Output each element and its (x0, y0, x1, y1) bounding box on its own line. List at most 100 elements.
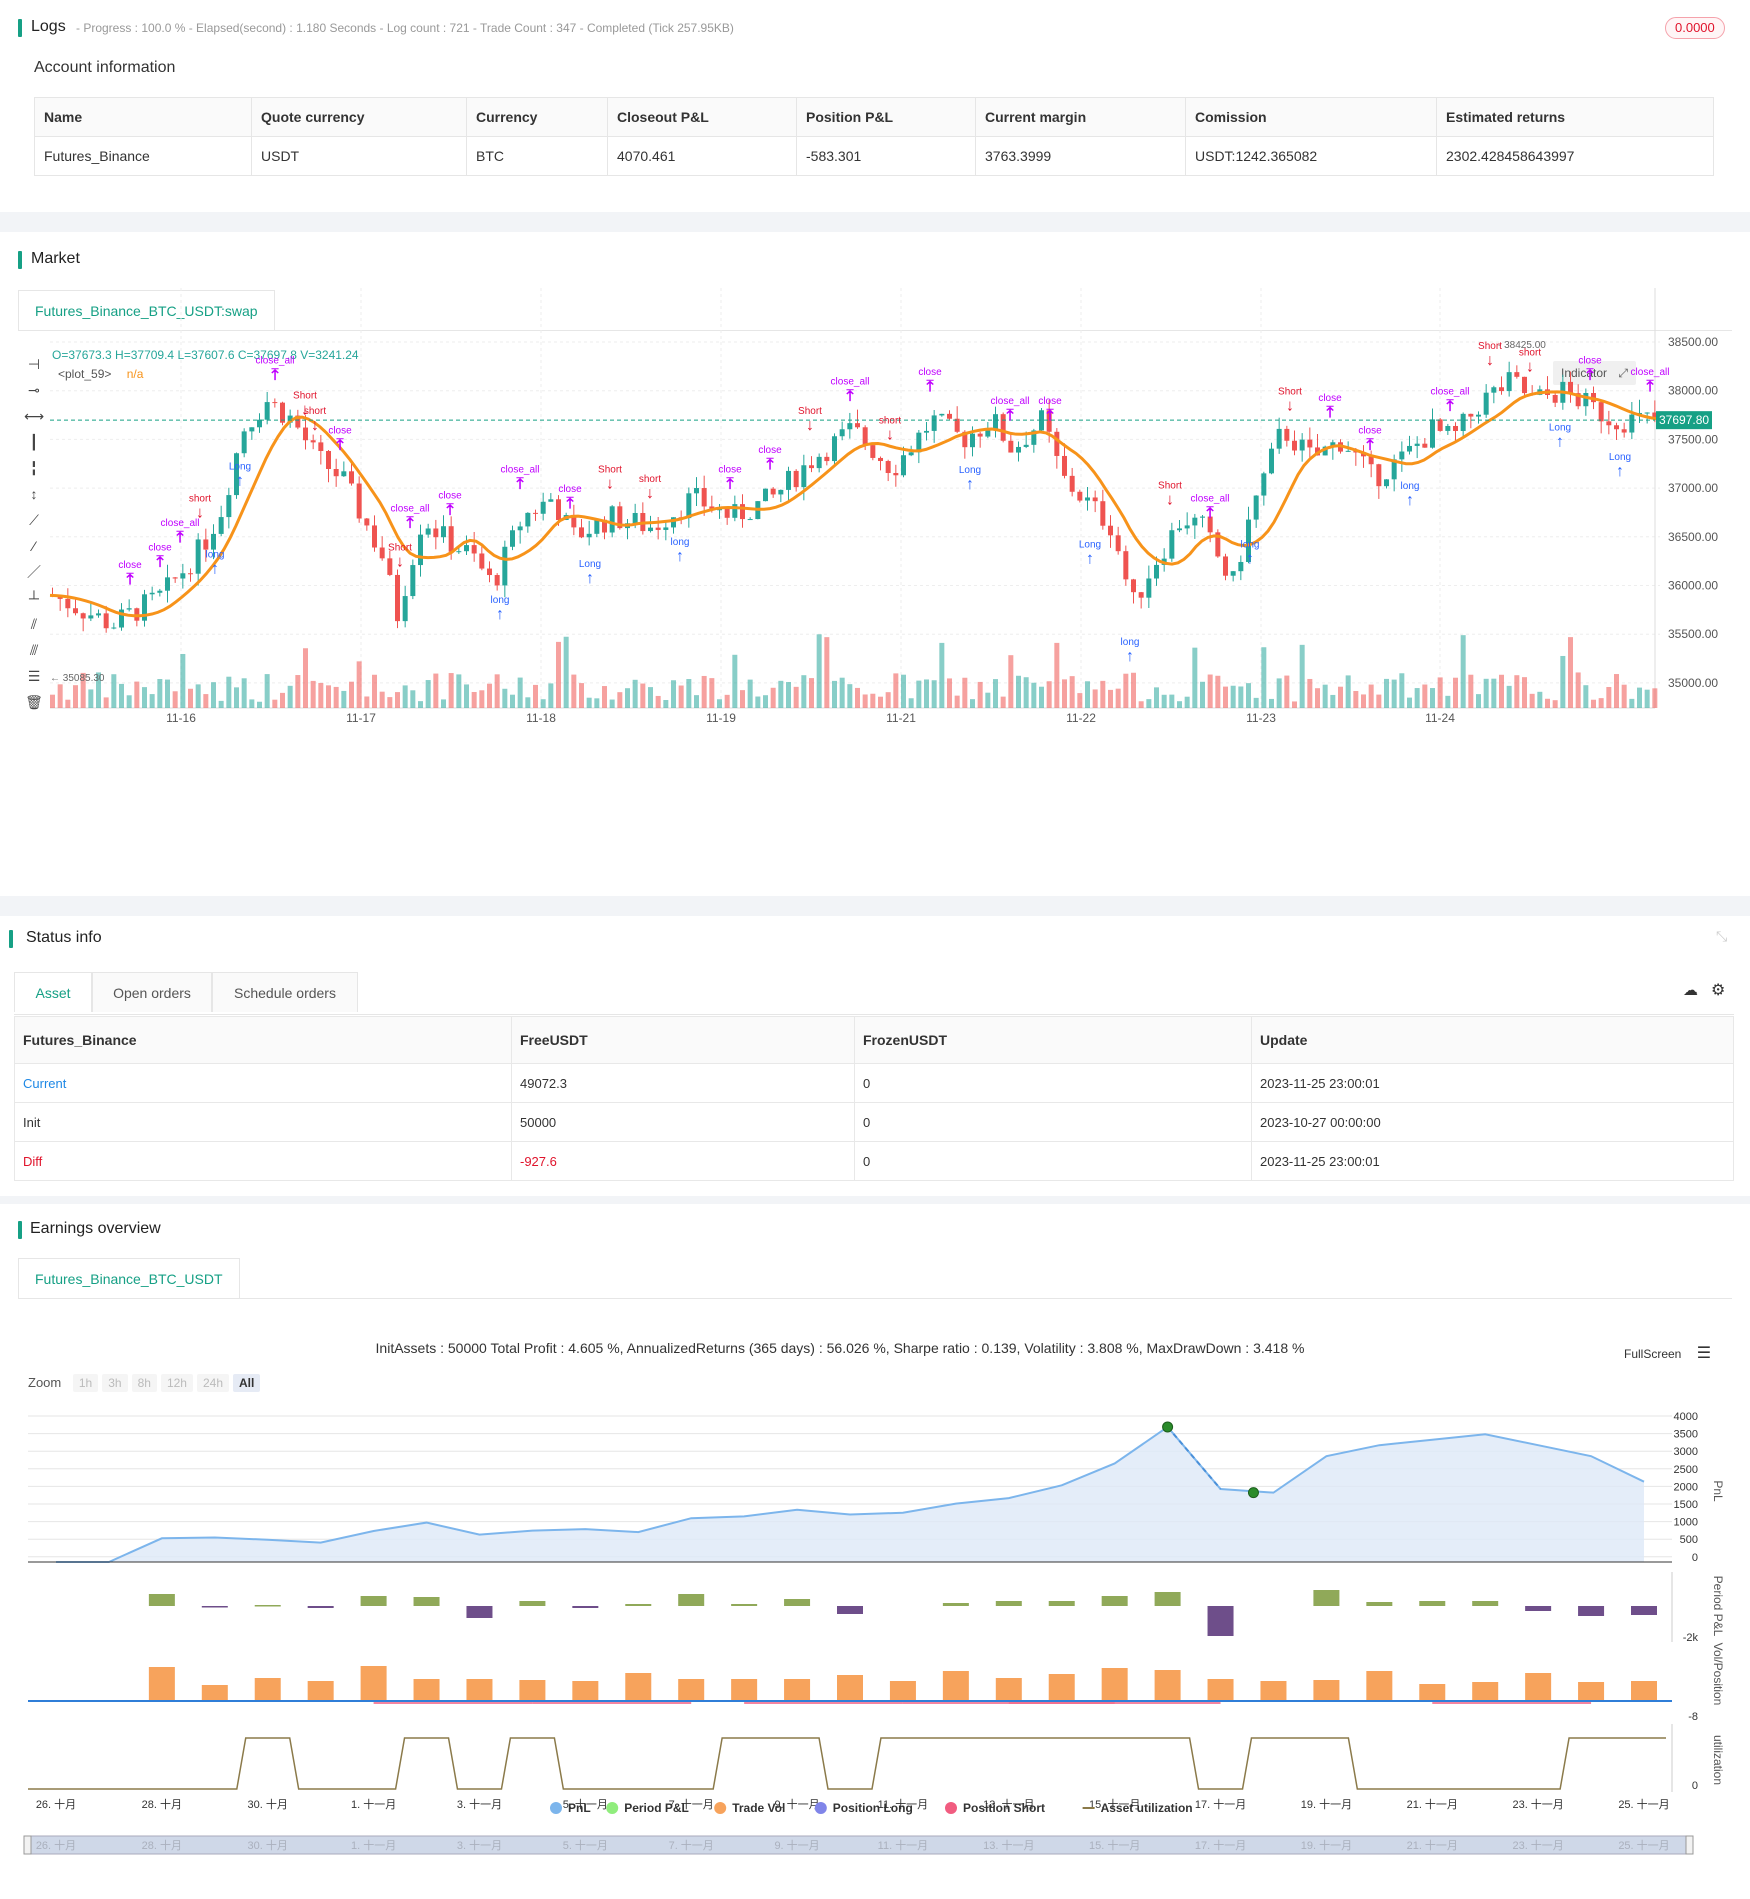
candle-body (195, 539, 201, 574)
zoom-option-1h[interactable]: 1h (72, 1374, 99, 1392)
pnl-tick-label: 0 (1692, 1552, 1698, 1564)
earnings-symbol-tab[interactable]: Futures_Binance_BTC_USDT (18, 1258, 240, 1298)
signal-arrow: ↑ (1126, 648, 1134, 665)
asset-utilization-line (28, 1737, 1666, 1790)
indicator-button[interactable]: Indicator ⤢ (1553, 361, 1636, 385)
zoom-option-8h[interactable]: 8h (131, 1374, 157, 1392)
earnings-chart[interactable]: 4000 3500 3000 2500 2000 1500 1000 500 0 PnL Perio… (0, 1204, 1750, 1899)
earnings-date-label: 7. 十一月 (669, 1797, 714, 1811)
trash-icon[interactable]: 🗑 (25, 694, 43, 710)
zoom-option-all[interactable]: All (233, 1374, 261, 1392)
asset-row: Init 50000 0 2023-10-27 00:00:00 (14, 1102, 1734, 1142)
candle-body (1391, 459, 1397, 480)
logs-status-line: - Progress : 100.0 % - Elapsed(second) :… (76, 21, 734, 35)
trade-vol-bar (1631, 1681, 1657, 1701)
candle-body (1330, 442, 1336, 447)
candle-body (1299, 439, 1305, 451)
status-tab-schedule-orders[interactable]: Schedule orders (212, 972, 358, 1012)
settings-gear-icon[interactable]: ⚙ (1711, 982, 1726, 999)
signal-arrow: ⤒ (515, 475, 524, 492)
signal-arrow: ⤒ (1445, 397, 1454, 414)
volume-bar (211, 682, 216, 708)
fib-retracement-tool-icon[interactable]: ☰ (27, 668, 41, 684)
period-pnl-bar (1525, 1606, 1552, 1611)
zoom-option-12h[interactable]: 12h (160, 1374, 193, 1392)
expand-icon: ⤢ (1618, 366, 1628, 380)
signal-label: close_all (501, 464, 540, 475)
candle-body (180, 573, 186, 579)
volume-bar (1292, 701, 1297, 708)
legend-label: Position Short (963, 1801, 1045, 1815)
pnl-tick-label: 4000 (1674, 1411, 1698, 1423)
volume-bar (602, 686, 607, 708)
volume-bar (694, 695, 699, 708)
volume-bar (379, 691, 385, 708)
candle-body (839, 429, 845, 437)
legend-label: Period P&L (624, 1801, 689, 1815)
segment-tool-icon[interactable]: ／ (27, 564, 41, 580)
status-tab-open-orders[interactable]: Open orders (92, 972, 212, 1012)
signal-label: close_all (391, 503, 430, 514)
price-range-tool-icon[interactable]: ↕ (30, 486, 38, 502)
signal-label: Long (1079, 540, 1101, 551)
horizontal-ray-tool-icon[interactable]: ⊸ (28, 382, 40, 398)
account-col-header: Position P&L (796, 97, 976, 137)
trade-vol-bar (995, 1678, 1022, 1701)
volume-bar (993, 679, 998, 708)
volume-bar (824, 637, 830, 708)
earnings-accent-bar (18, 1221, 22, 1239)
cloud-download-icon[interactable]: ☁ (1683, 982, 1698, 999)
signal-arrow: ⤒ (155, 553, 164, 570)
vertical-segment-tool-icon[interactable]: ╏ (29, 460, 39, 476)
volume-bar (1299, 644, 1305, 708)
drawdown-low-point (1247, 1487, 1259, 1499)
fullscreen-button[interactable]: FullScreen ☰ (1624, 1343, 1711, 1363)
signal-arrow: ↑ (1246, 551, 1254, 568)
signal-label: long (1241, 540, 1260, 551)
volume-bar (333, 686, 339, 708)
fib-channel-tool-icon[interactable]: ⫻ (29, 642, 39, 658)
horizontal-line-tool-icon[interactable]: ⊣ (27, 356, 41, 372)
candle-body (617, 506, 623, 529)
period-pnl-bar (837, 1606, 863, 1614)
candle-body (671, 517, 676, 528)
volume-bar (1545, 698, 1550, 708)
volume-bar (287, 685, 293, 708)
candle-body (1483, 392, 1489, 415)
trade-vol-bar (1154, 1670, 1181, 1701)
signal-label: long (671, 537, 690, 548)
volume-bar (1414, 688, 1420, 708)
volume-bar (280, 692, 285, 708)
account-cell: BTC (466, 136, 608, 176)
candle-body (310, 440, 316, 443)
market-symbol-tab[interactable]: Futures_Binance_BTC_USDT:swap (18, 290, 275, 330)
ruler-tool-icon[interactable]: ┴ (29, 590, 39, 606)
trade-vol-bar (1207, 1679, 1234, 1701)
ray-tool-icon[interactable]: ⁄ (32, 538, 36, 554)
volume-bar (625, 688, 630, 708)
candlestick-chart[interactable]: 38500.00 38000.00 37500.00 37000.00 36500.00… (0, 232, 1750, 896)
volume-bar (1315, 688, 1320, 708)
volume-bar (1115, 688, 1121, 708)
parallel-channel-tool-icon[interactable]: ⫽ (30, 616, 38, 632)
volume-bar (433, 673, 439, 708)
volume-bar (1368, 684, 1374, 708)
candle-body (1468, 413, 1474, 417)
zoom-option-24h[interactable]: 24h (196, 1374, 229, 1392)
status-tab-asset[interactable]: Asset (14, 972, 92, 1012)
signal-arrow: ↑ (496, 606, 504, 623)
earnings-date-label: 17. 十一月 (1195, 1797, 1246, 1811)
volume-bar (1146, 699, 1152, 708)
volume-bar (540, 699, 546, 708)
volume-bar (1000, 696, 1006, 708)
extended-line-tool-icon[interactable]: ⟷ (24, 408, 45, 424)
volume-bar (1177, 701, 1182, 708)
candle-body (157, 590, 163, 593)
signal-label: long (1121, 637, 1140, 648)
legend-marker (814, 1802, 827, 1814)
trend-line-tool-icon[interactable]: ⟋ (29, 512, 39, 528)
collapse-icon[interactable]: ⤡ (1716, 928, 1728, 944)
candle-body (441, 526, 446, 538)
vertical-line-tool-icon[interactable]: ┃ (29, 434, 39, 450)
zoom-option-3h[interactable]: 3h (102, 1374, 128, 1392)
